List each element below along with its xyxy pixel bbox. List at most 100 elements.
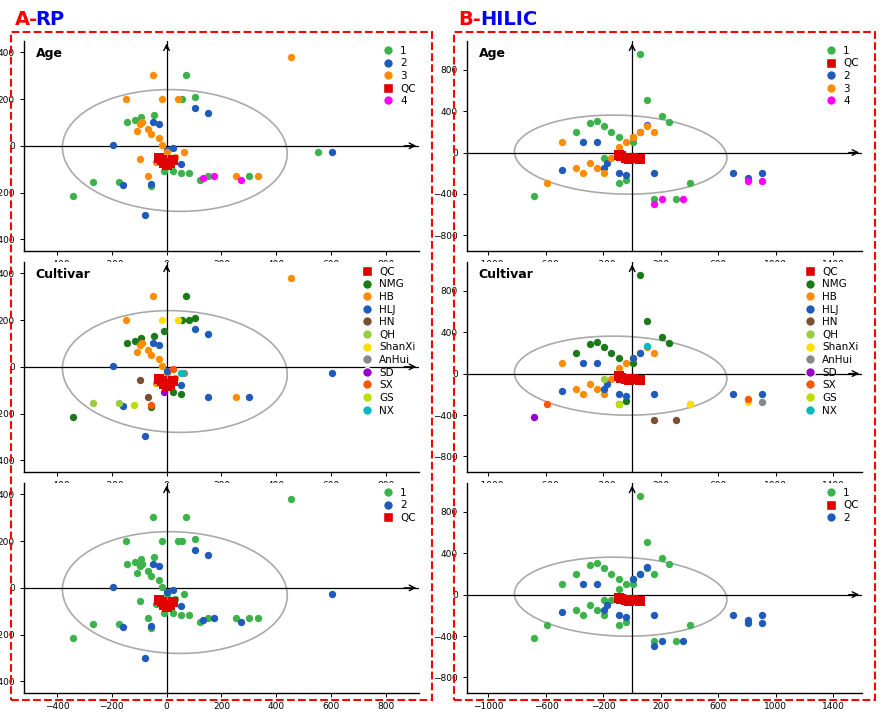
Point (641, 563, 655, 574)
Point (618, 391, 633, 402)
Point (583, 560, 597, 571)
Point (166, 607, 180, 619)
Point (189, 312, 203, 324)
Point (174, 600, 188, 612)
Point (116, 180, 130, 191)
Point (168, 151, 183, 163)
Point (189, 533, 203, 545)
Point (160, 147, 175, 158)
Point (138, 210, 152, 221)
Point (144, 570, 158, 581)
Point (626, 131, 640, 143)
Point (600, 599, 614, 610)
Point (611, 583, 626, 595)
Text: HILIC: HILIC (480, 11, 538, 29)
Point (116, 401, 130, 412)
Point (611, 399, 626, 410)
Point (130, 568, 144, 579)
X-axis label: R2X[1] = 0.438   R2X[2] = 0.198   Ellipse: Hotelling's T2 (95%): R2X[1] = 0.438 R2X[2] = 0.198 Ellipse: H… (529, 493, 800, 502)
Point (741, 396, 755, 408)
Point (325, 589, 339, 600)
Point (166, 155, 180, 166)
Text: Age: Age (478, 47, 506, 60)
Point (141, 170, 155, 181)
Point (621, 374, 635, 385)
Point (141, 123, 155, 135)
Point (540, 399, 555, 410)
Point (741, 615, 755, 626)
Point (152, 133, 166, 144)
Point (152, 575, 166, 586)
Point (166, 376, 180, 387)
Point (152, 560, 166, 572)
Point (583, 378, 597, 389)
Point (597, 373, 611, 384)
Point (119, 535, 133, 546)
Point (138, 652, 152, 663)
Point (633, 568, 647, 580)
Point (119, 314, 133, 325)
Point (611, 131, 626, 143)
Point (641, 561, 655, 573)
Point (251, 612, 265, 623)
Point (618, 578, 633, 590)
Point (741, 173, 755, 184)
Point (597, 342, 611, 353)
Point (641, 536, 655, 548)
Point (655, 332, 669, 343)
Point (755, 617, 769, 629)
Point (583, 157, 597, 168)
Point (325, 368, 339, 379)
Point (147, 109, 161, 120)
Point (648, 635, 662, 647)
Point (576, 389, 590, 400)
Point (141, 565, 155, 577)
Point (160, 380, 175, 391)
Point (106, 582, 120, 593)
Point (174, 379, 188, 391)
Point (648, 198, 662, 210)
Point (600, 378, 614, 389)
Legend: QC, NMG, HB, HLJ, HN, QH, ShanXi, AnHui, SD, SX, GS, NX: QC, NMG, HB, HLJ, HN, QH, ShanXi, AnHui,… (804, 265, 861, 418)
Point (112, 176, 126, 188)
Point (641, 94, 655, 106)
Point (655, 193, 669, 205)
Point (160, 365, 175, 376)
Point (174, 368, 188, 379)
Point (576, 578, 590, 590)
Point (171, 314, 185, 325)
Point (648, 347, 662, 359)
Point (755, 610, 769, 621)
Point (611, 610, 626, 621)
Point (284, 51, 298, 62)
Point (174, 158, 188, 170)
X-axis label: R2X[1] = 0.314   R2X[2] = 0.137   Ellipse: Hotelling's T2 (95%): R2X[1] = 0.314 R2X[2] = 0.137 Ellipse: H… (86, 493, 357, 502)
Point (633, 347, 647, 359)
Point (158, 607, 172, 619)
Point (633, 347, 647, 359)
Point (144, 128, 158, 139)
Point (174, 610, 188, 621)
Point (133, 596, 147, 607)
Point (597, 389, 611, 400)
Point (284, 272, 298, 283)
Point (144, 178, 158, 190)
Point (133, 339, 147, 351)
Point (166, 386, 180, 398)
Point (648, 193, 662, 205)
Point (741, 617, 755, 629)
Point (633, 491, 647, 502)
Point (600, 157, 614, 168)
Point (149, 156, 163, 168)
Point (626, 152, 640, 163)
Point (655, 635, 669, 647)
Point (149, 377, 163, 389)
Point (669, 193, 683, 205)
Text: Age: Age (35, 47, 63, 60)
Point (618, 616, 633, 627)
Point (189, 91, 203, 103)
Point (611, 592, 626, 603)
Point (633, 126, 647, 138)
Point (727, 610, 741, 621)
Point (152, 153, 166, 164)
